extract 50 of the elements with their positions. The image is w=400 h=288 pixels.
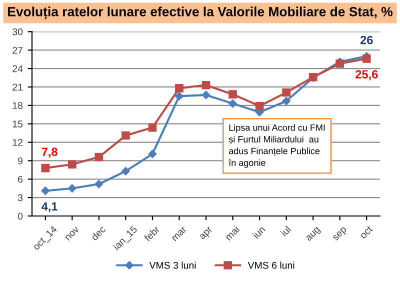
annotation: 26 [360,36,373,44]
point [282,88,290,97]
y-tick-label: 9 [18,157,23,164]
y-tick-label: 21 [12,84,22,90]
point [255,102,264,110]
point [228,90,237,99]
point [202,80,210,90]
point [282,96,290,106]
y-tick-label: 12 [12,139,22,146]
y-tick-label: 27 [12,46,22,54]
point [148,123,157,132]
legend-label: VMS 6 luni [248,262,294,269]
x-tick-label: dec [90,225,106,241]
point [41,164,50,172]
point [362,54,371,63]
point [94,180,104,188]
x-tick-label: iul [280,225,292,236]
x-tick-label: apr [199,226,214,242]
annotation: 7,8 [42,148,58,158]
x-tick-label: iun [252,225,266,239]
y-tick-label: 18 [12,102,23,110]
y-tick-label: 30 [12,28,23,36]
annotation: 4,1 [42,202,58,212]
point [175,84,184,92]
y-tick-label: 24 [12,65,23,72]
chart-title: Evoluția ratelor lunare efective la Valorile Mobiliare de Stat, % [8,6,393,20]
x-tick-label: mai [224,225,240,241]
x-tick-label: oct [360,226,373,239]
annotation: Lipsa unui Acord cu FMI și Furtul Miliardului au adus Finanțele Publice în agonie [228,124,325,168]
annotation: 25,6 [356,70,378,80]
point [122,167,130,176]
point [228,99,237,108]
point [122,131,130,140]
point [175,92,184,100]
x-tick-label: febr [143,225,160,242]
x-tick-label: sep [332,226,348,242]
point [68,160,76,169]
legend-label: VMS 3 luni [149,262,196,269]
y-tick-label: 15 [12,120,23,128]
point [41,186,50,195]
point [202,90,210,100]
point [94,152,104,162]
y-tick-label: 0 [18,212,23,220]
y-tick-label: 6 [18,176,23,183]
x-tick-label: aug [306,226,322,243]
point [148,150,157,158]
y-tick-label: 3 [18,194,23,202]
point [68,184,76,192]
x-tick-label: mar [172,226,187,242]
x-tick-label: nov [65,226,80,241]
